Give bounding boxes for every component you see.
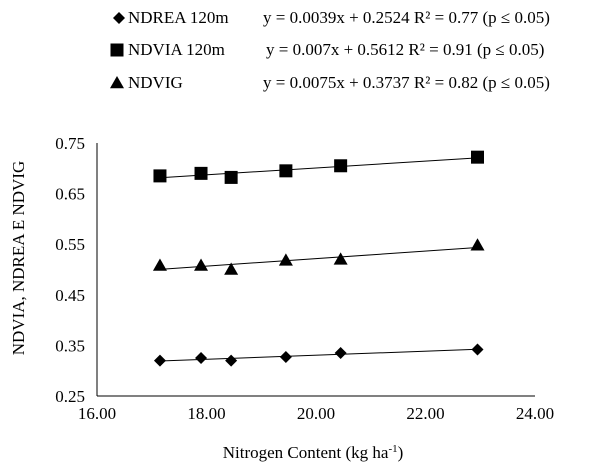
data-point-square <box>153 169 167 183</box>
data-point-square <box>471 150 485 164</box>
data-point-triangle <box>333 252 348 265</box>
y-tick-label: 0.45 <box>55 286 85 305</box>
y-tick-label: 0.55 <box>55 235 85 254</box>
legend-equation-ndvia: y = 0.007x + 0.5612 R² = 0.91 (p ≤ 0.05) <box>266 40 544 59</box>
legend-label-ndvia: NDVIA 120m <box>128 40 225 59</box>
data-point-square <box>279 164 293 178</box>
x-tick-labels: 16.00 18.00 20.00 22.00 24.00 <box>78 404 554 423</box>
x-axis-title: Nitrogen Content (kg ha-1) <box>223 443 404 462</box>
legend: NDREA 120m y = 0.0039x + 0.2524 R² = 0.7… <box>110 8 550 92</box>
legend-equation-ndvig: y = 0.0075x + 0.3737 R² = 0.82 (p ≤ 0.05… <box>263 73 550 92</box>
legend-marker-square <box>110 43 124 57</box>
legend-entry-ndvig: NDVIG y = 0.0075x + 0.3737 R² = 0.82 (p … <box>110 73 550 92</box>
x-axis-title-suffix: ) <box>398 443 404 462</box>
x-tick-label: 20.00 <box>297 404 335 423</box>
y-tick-label: 0.25 <box>55 387 85 406</box>
data-point-triangle <box>194 258 209 271</box>
data-point-square <box>334 159 348 173</box>
legend-label-ndvig: NDVIG <box>128 73 183 92</box>
y-tick-label: 0.65 <box>55 185 85 204</box>
y-tick-labels: 0.25 0.35 0.45 0.55 0.65 0.75 <box>55 134 85 406</box>
data-point-square <box>224 170 238 184</box>
trendline-diamond <box>159 348 478 362</box>
data-point-triangle <box>224 262 239 275</box>
x-tick-label: 18.00 <box>187 404 225 423</box>
trendline-square <box>159 157 478 179</box>
data-point-diamond <box>195 352 208 365</box>
legend-entry-ndrea: NDREA 120m y = 0.0039x + 0.2524 R² = 0.7… <box>113 8 550 27</box>
x-tick-label: 24.00 <box>516 404 554 423</box>
data-point-triangle <box>470 238 485 251</box>
data-points <box>152 150 485 367</box>
data-point-square <box>194 166 208 180</box>
x-axis-title-superscript: -1 <box>388 443 397 455</box>
trendlines <box>159 157 478 362</box>
x-tick-label: 16.00 <box>78 404 116 423</box>
data-point-triangle <box>278 253 293 266</box>
legend-marker-diamond <box>113 12 125 24</box>
data-point-diamond <box>153 354 166 367</box>
data-point-diamond <box>279 351 292 364</box>
data-point-diamond <box>334 346 347 359</box>
data-point-triangle <box>152 258 167 271</box>
y-tick-label: 0.35 <box>55 336 85 355</box>
x-tick-label: 22.00 <box>406 404 444 423</box>
trendline-triangle <box>159 246 478 270</box>
x-axis-title-main: Nitrogen Content (kg ha <box>223 443 389 462</box>
data-point-diamond <box>471 343 484 356</box>
legend-label-ndrea: NDREA 120m <box>128 8 229 27</box>
legend-equation-ndrea: y = 0.0039x + 0.2524 R² = 0.77 (p ≤ 0.05… <box>263 8 550 27</box>
legend-entry-ndvia: NDVIA 120m y = 0.007x + 0.5612 R² = 0.91… <box>110 40 544 59</box>
y-tick-label: 0.75 <box>55 134 85 153</box>
y-axis-title: NDVIA, NDREA E NDVIG <box>9 161 28 356</box>
data-point-diamond <box>225 354 238 367</box>
legend-marker-triangle <box>110 76 124 89</box>
